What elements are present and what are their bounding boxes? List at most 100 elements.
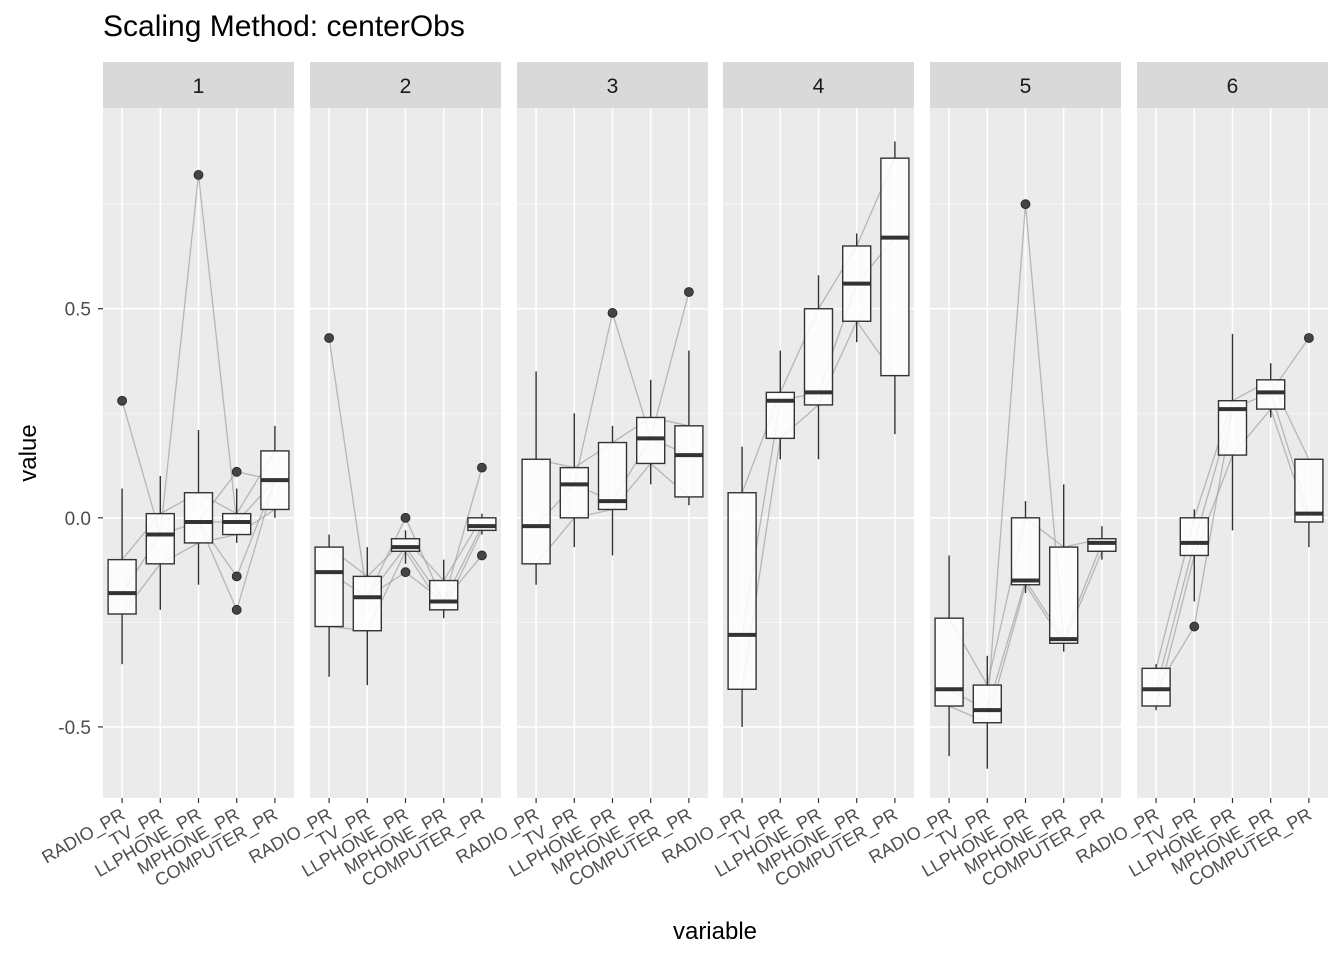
box-body <box>803 308 834 406</box>
box-COMPUTER_PR <box>880 141 910 435</box>
outlier-trend-line <box>197 174 238 523</box>
box-MPHONE_PR <box>1048 484 1079 652</box>
box-body <box>1141 667 1171 707</box>
facet-strip <box>517 62 708 108</box>
facet-strip <box>930 62 1121 108</box>
outlier-trend-line <box>986 204 1027 711</box>
box-body <box>521 458 551 565</box>
facet-strip-label: 3 <box>607 75 619 98</box>
box-LLPHONE_PR <box>1010 199 1041 594</box>
outlier-point <box>231 604 242 615</box>
box-MPHONE_PR <box>636 379 666 485</box>
box-body <box>636 416 666 465</box>
box-body <box>314 546 344 628</box>
box-body <box>352 575 382 632</box>
box-MPHONE_PR <box>842 233 872 343</box>
facet-strip-label: 2 <box>400 75 412 98</box>
facet-strip-label: 6 <box>1227 75 1239 98</box>
box-LLPHONE_PR <box>597 308 628 556</box>
facet-strip-label: 1 <box>193 75 205 98</box>
box-body <box>1294 458 1324 523</box>
facet-strip <box>103 62 294 108</box>
box-body <box>221 512 252 536</box>
outlier-trend-line <box>328 337 368 598</box>
box-LLPHONE_PR <box>1217 333 1248 531</box>
box-body <box>1255 379 1286 410</box>
box-body <box>1179 517 1210 557</box>
outlier-point <box>117 395 127 406</box>
box-TV_PR <box>1179 509 1210 632</box>
outlier-point <box>476 462 487 473</box>
box-body <box>145 512 176 565</box>
box-body <box>1048 546 1079 644</box>
box-body <box>1087 538 1117 552</box>
facet-panel-6: 6RADIO_PRTV_PRLLPHONE_PRMPHONE_PRCOMPUTE… <box>1072 62 1328 891</box>
outlier-point <box>1189 621 1200 632</box>
facet-strip <box>723 62 914 108</box>
box-RADIO_PR <box>314 333 344 677</box>
outlier-point <box>607 308 618 318</box>
box-RADIO_PR <box>1141 664 1171 711</box>
box-body <box>467 517 497 532</box>
box-MPHONE_PR <box>1255 363 1286 418</box>
facet-panel-5: 5RADIO_PRTV_PRLLPHONE_PRMPHONE_PRCOMPUTE… <box>865 62 1121 891</box>
facet-strip-label: 5 <box>1020 75 1032 98</box>
box-body <box>880 157 910 377</box>
box-TV_PR <box>145 476 176 610</box>
box-LLPHONE_PR <box>803 275 834 460</box>
box-TV_PR <box>972 655 1002 769</box>
outlier-point <box>476 550 487 561</box>
y-tick-label: 0.5 <box>65 300 91 321</box>
box-body <box>559 466 589 519</box>
outlier-point <box>231 466 242 477</box>
box-COMPUTER_PR <box>1087 526 1117 560</box>
y-axis-title: value <box>15 424 42 481</box>
outlier-point <box>193 170 204 180</box>
y-tick-label: -0.5 <box>58 718 91 739</box>
box-RADIO_PR <box>934 555 964 757</box>
box-TV_PR <box>352 547 382 686</box>
outlier-point <box>1304 333 1314 343</box>
box-body <box>934 617 964 707</box>
box-body <box>727 492 757 690</box>
outlier-point <box>400 512 411 523</box>
facet-strip <box>310 62 501 108</box>
outlier-point <box>1020 199 1031 210</box>
box-COMPUTER_PR <box>1294 333 1324 548</box>
outlier-point <box>231 571 242 582</box>
box-body <box>429 579 459 611</box>
chart-title: Scaling Method: centerObs <box>103 10 465 43</box>
facet-strip-label: 4 <box>813 75 825 98</box>
facet-strip <box>1137 62 1328 108</box>
outlier-trend-line <box>443 467 483 602</box>
box-TV_PR <box>765 350 795 460</box>
box-COMPUTER_PR <box>674 287 704 506</box>
box-RADIO_PR <box>107 395 137 665</box>
box-body <box>674 425 704 498</box>
box-MPHONE_PR <box>429 559 459 619</box>
box-LLPHONE_PR <box>390 512 421 578</box>
y-tick-label: 0.0 <box>65 509 91 530</box>
outlier-trend-line <box>573 312 614 485</box>
box-body <box>1010 517 1041 586</box>
outlier-point <box>400 567 411 578</box>
box-RADIO_PR <box>521 371 551 585</box>
outlier-trend-line <box>650 291 690 439</box>
facet-panel-1: 1RADIO_PRTV_PRLLPHONE_PRMPHONE_PRCOMPUTE… <box>38 62 294 891</box>
box-body <box>107 558 137 615</box>
box-LLPHONE_PR <box>183 170 214 585</box>
box-body <box>390 538 421 552</box>
box-body <box>972 684 1002 724</box>
box-MPHONE_PR <box>221 466 252 615</box>
box-body <box>183 492 214 544</box>
outlier-trend-line <box>121 400 161 535</box>
x-axis-title: variable <box>673 918 757 945</box>
box-COMPUTER_PR <box>467 462 497 561</box>
box-body <box>597 441 628 511</box>
outlier-point <box>684 287 694 297</box>
box-TV_PR <box>559 413 589 548</box>
outlier-point <box>324 333 335 343</box>
outlier-trend-line <box>159 174 200 535</box>
box-RADIO_PR <box>727 446 757 727</box>
